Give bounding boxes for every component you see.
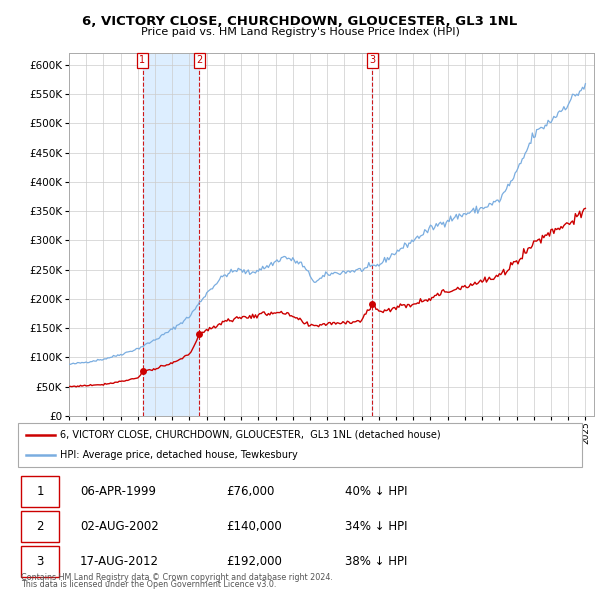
Text: 2: 2 (196, 55, 203, 65)
Text: £76,000: £76,000 (227, 485, 275, 498)
Text: 1: 1 (139, 55, 146, 65)
Text: 06-APR-1999: 06-APR-1999 (80, 485, 156, 498)
Text: 40% ↓ HPI: 40% ↓ HPI (345, 485, 407, 498)
Text: This data is licensed under the Open Government Licence v3.0.: This data is licensed under the Open Gov… (21, 581, 277, 589)
Text: HPI: Average price, detached house, Tewkesbury: HPI: Average price, detached house, Tewk… (60, 450, 298, 460)
Text: £140,000: £140,000 (227, 520, 283, 533)
Text: 6, VICTORY CLOSE, CHURCHDOWN, GLOUCESTER, GL3 1NL: 6, VICTORY CLOSE, CHURCHDOWN, GLOUCESTER… (82, 15, 518, 28)
Text: £192,000: £192,000 (227, 555, 283, 568)
FancyBboxPatch shape (21, 512, 59, 542)
Text: 6, VICTORY CLOSE, CHURCHDOWN, GLOUCESTER,  GL3 1NL (detached house): 6, VICTORY CLOSE, CHURCHDOWN, GLOUCESTER… (60, 430, 441, 440)
FancyBboxPatch shape (21, 476, 59, 507)
Bar (143, 53, 199, 416)
Text: 3: 3 (37, 555, 44, 568)
FancyBboxPatch shape (18, 423, 582, 467)
Text: 2: 2 (36, 520, 44, 533)
Text: 02-AUG-2002: 02-AUG-2002 (80, 520, 159, 533)
Text: Contains HM Land Registry data © Crown copyright and database right 2024.: Contains HM Land Registry data © Crown c… (21, 573, 333, 582)
Text: 1: 1 (36, 485, 44, 498)
Text: 38% ↓ HPI: 38% ↓ HPI (345, 555, 407, 568)
Text: 17-AUG-2012: 17-AUG-2012 (80, 555, 159, 568)
Text: 3: 3 (370, 55, 376, 65)
Text: 34% ↓ HPI: 34% ↓ HPI (345, 520, 407, 533)
Text: Price paid vs. HM Land Registry's House Price Index (HPI): Price paid vs. HM Land Registry's House … (140, 27, 460, 37)
FancyBboxPatch shape (21, 546, 59, 577)
